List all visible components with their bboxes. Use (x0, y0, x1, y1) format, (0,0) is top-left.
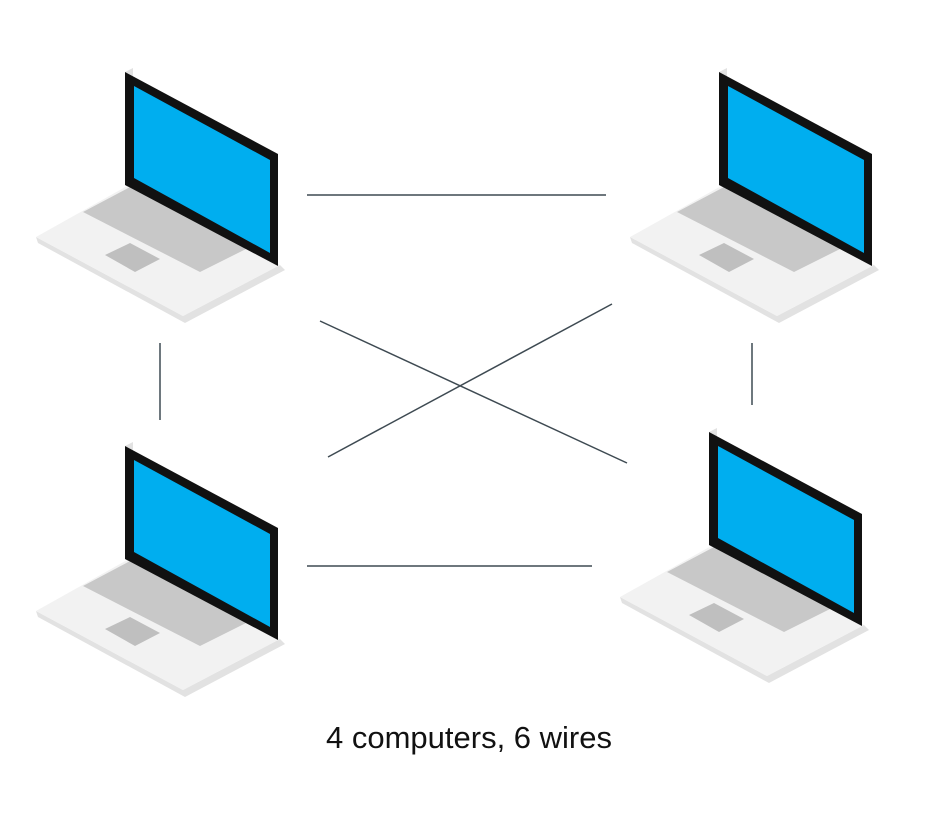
laptop-icon (620, 428, 869, 683)
laptop-icon (36, 68, 285, 323)
computer-top-left (36, 68, 285, 323)
diagram-caption: 4 computers, 6 wires (326, 720, 612, 755)
laptop-icon (630, 68, 879, 323)
wire-diagonal-2 (327, 303, 613, 458)
laptop-icon (36, 442, 285, 697)
wire-diagonal-1 (319, 320, 628, 464)
computer-top-right (630, 68, 879, 323)
wires (159, 194, 753, 567)
computer-bottom-left (36, 442, 285, 697)
computer-bottom-right (620, 428, 869, 683)
